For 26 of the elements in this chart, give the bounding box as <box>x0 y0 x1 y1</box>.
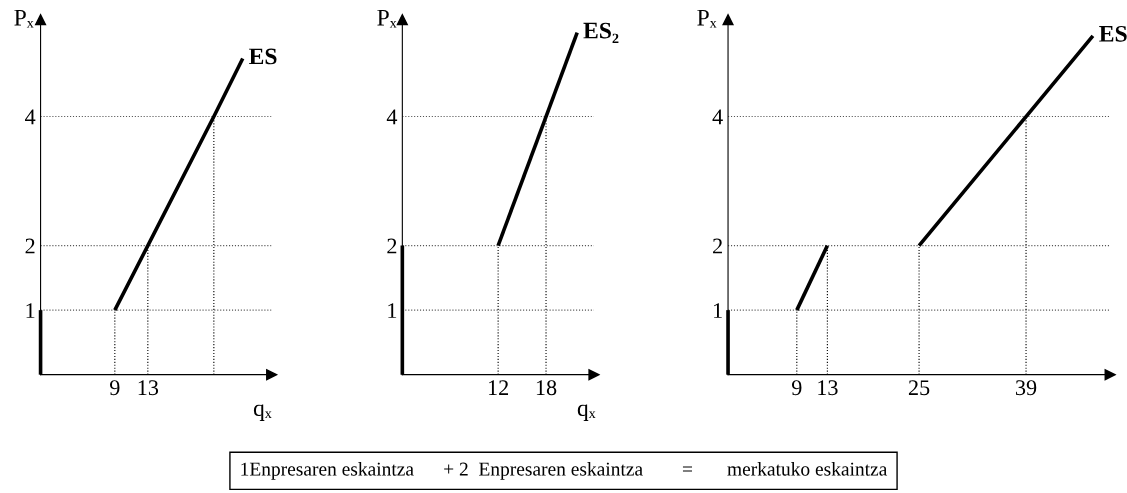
series-label: ES₂ <box>583 22 619 44</box>
x-tick-label: 13 <box>818 380 838 396</box>
x-axis-title: qₓ <box>253 404 272 421</box>
y-tick-label: 2 <box>713 238 722 254</box>
series-label: ES <box>249 48 277 65</box>
y-tick-label: 4 <box>25 109 36 125</box>
y-tick-label: 2 <box>387 238 397 254</box>
x-tick-label: 39 <box>1015 380 1037 396</box>
series-label: ES <box>1099 25 1127 42</box>
y-tick-label: 4 <box>712 109 723 125</box>
y-axis-title: Pₓ <box>697 9 717 28</box>
y-axis-title: Pₓ <box>377 9 397 28</box>
x-tick-label: 9 <box>109 380 120 396</box>
y-tick-label: 1 <box>26 303 35 318</box>
x-axis-title: qₓ <box>577 404 596 421</box>
y-tick-label: 4 <box>386 109 398 125</box>
x-tick-label: 12 <box>488 380 509 395</box>
y-tick-label: 2 <box>25 238 35 254</box>
y-tick-label: 1 <box>388 303 397 318</box>
x-tick-label: 9 <box>791 380 802 396</box>
y-axis-title: Pₓ <box>14 9 34 28</box>
y-tick-label: 1 <box>714 303 722 318</box>
x-tick-label: 13 <box>138 380 159 396</box>
x-tick-label: 25 <box>908 380 930 396</box>
x-tick-label: 18 <box>536 380 557 396</box>
text: 1Enpresaren eskaintza + 2 Enpresaren eskaintza = merkatuko eskaintza <box>241 462 888 480</box>
